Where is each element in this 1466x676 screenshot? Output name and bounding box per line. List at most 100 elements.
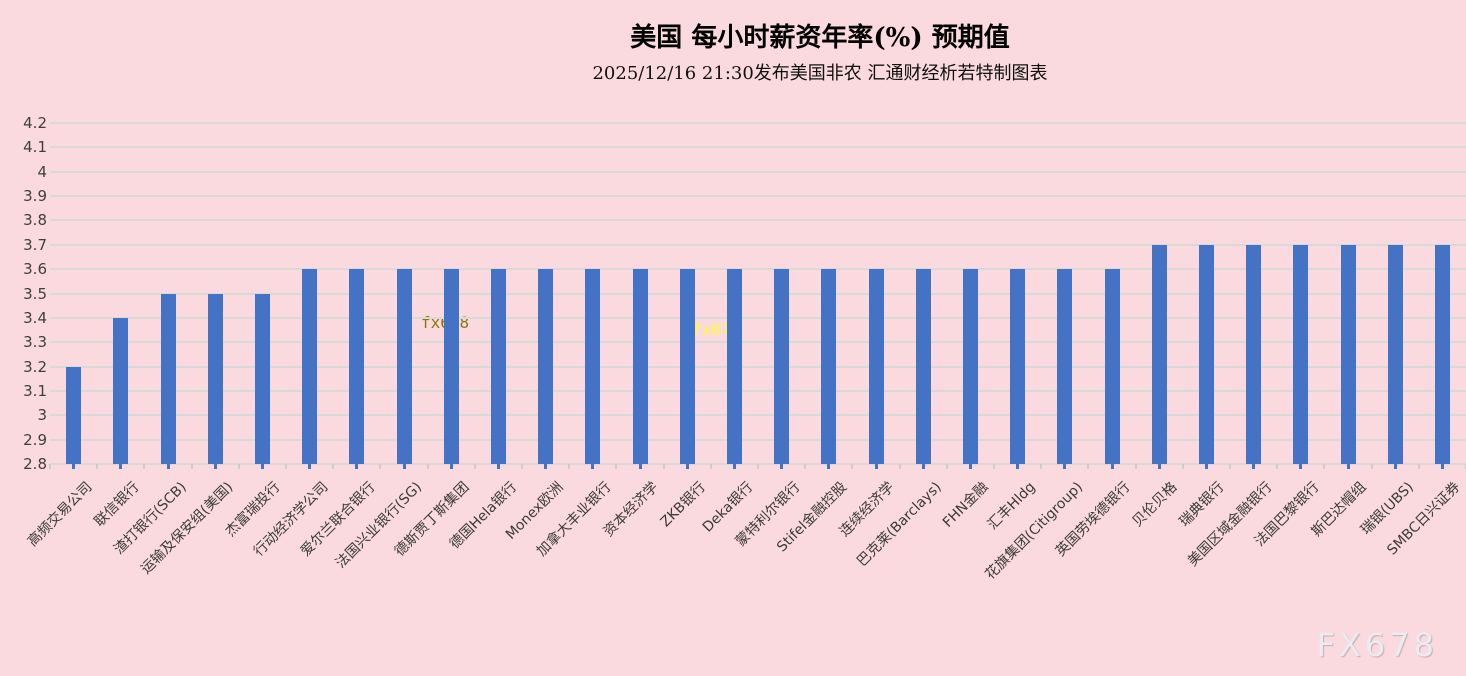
bar-base-notch — [1157, 464, 1161, 469]
bar-base-notch — [1440, 464, 1444, 469]
bar-base-notch — [355, 464, 359, 469]
bar-base-notch — [119, 464, 123, 469]
y-tick-label: 3.4 — [23, 308, 47, 327]
bar — [774, 269, 790, 464]
bar — [1104, 269, 1120, 464]
bar-base-notch — [874, 464, 878, 469]
x-axis-tick — [521, 464, 523, 469]
bar-base-notch — [968, 464, 972, 469]
bar — [726, 269, 742, 464]
x-category-label: 贝伦贝格 — [1129, 479, 1181, 531]
bar — [1340, 244, 1356, 464]
x-axis-tick — [1417, 464, 1420, 469]
x-axis-tick — [1229, 464, 1231, 469]
bar-base-notch — [72, 464, 76, 469]
x-axis-tick — [1134, 464, 1137, 469]
x-axis-tick — [1323, 464, 1326, 469]
x-axis-tick — [1276, 464, 1279, 469]
bar-base-notch — [449, 464, 453, 469]
bar-base-notch — [591, 464, 595, 469]
bar — [915, 269, 931, 464]
bar — [254, 293, 270, 464]
x-axis-tick — [993, 464, 995, 469]
x-axis-tick — [898, 464, 901, 469]
y-tick-label: 3.6 — [23, 260, 47, 279]
gridline — [50, 341, 1466, 344]
bar-base-notch — [166, 464, 170, 469]
gridline — [50, 438, 1466, 441]
bar-base-notch — [213, 464, 217, 469]
bar-base-notch — [1016, 464, 1020, 469]
bar-base-notch — [780, 464, 784, 469]
y-tick-label: 3.9 — [23, 187, 47, 206]
bar — [349, 269, 365, 464]
y-tick-label: 4 — [37, 162, 47, 181]
gridline — [50, 414, 1466, 417]
bar-base-notch — [921, 464, 925, 469]
gridline — [50, 195, 1466, 198]
y-tick-label: 3.2 — [23, 357, 47, 376]
x-axis-tick — [96, 464, 99, 469]
bar-base-notch — [496, 464, 500, 469]
gridline — [50, 292, 1466, 295]
bar — [1057, 269, 1073, 464]
bar-base-notch — [732, 464, 736, 469]
x-axis-tick — [662, 464, 665, 469]
x-axis-tick — [945, 464, 948, 469]
x-category-label: 高频交易公司 — [24, 479, 96, 550]
bar — [538, 269, 554, 464]
gridline — [50, 219, 1466, 222]
x-axis-tick — [804, 464, 807, 469]
gridline — [50, 316, 1466, 319]
bar — [1434, 244, 1450, 464]
x-axis-tick — [49, 464, 51, 469]
bar — [207, 293, 223, 464]
bar-base-notch — [1204, 464, 1208, 469]
bar — [66, 366, 82, 464]
gridline — [50, 268, 1466, 271]
x-axis-tick — [757, 464, 759, 469]
bar — [632, 269, 648, 464]
bar-base-notch — [1063, 464, 1067, 469]
bar — [585, 269, 601, 464]
x-axis-tick — [1370, 464, 1373, 469]
watermark-fx678-corner: FX678 — [1316, 626, 1438, 664]
gridline — [50, 243, 1466, 246]
y-tick-label: 3.5 — [23, 284, 47, 303]
bar-base-notch — [1252, 464, 1256, 469]
y-tick-label: 4.1 — [23, 138, 47, 157]
bar-base-notch — [1393, 464, 1397, 469]
y-tick-label: 4.2 — [23, 114, 47, 132]
x-axis-tick — [426, 464, 429, 469]
bar — [821, 269, 837, 464]
bar — [1010, 269, 1026, 464]
bar-base-notch — [1110, 464, 1114, 469]
bar-base-notch — [260, 464, 264, 469]
bar-base-notch — [638, 464, 642, 469]
bar-base-notch — [544, 464, 548, 469]
bar — [396, 269, 412, 464]
bar — [490, 269, 506, 464]
bar-base-notch — [402, 464, 406, 469]
bar — [113, 317, 129, 464]
y-tick-label: 3.7 — [23, 235, 47, 254]
bar — [868, 269, 884, 464]
bar-base-notch — [1346, 464, 1350, 469]
x-axis-tick — [473, 464, 476, 469]
x-axis-tick — [332, 464, 335, 469]
x-axis-tick — [568, 464, 571, 469]
x-axis-tick — [709, 464, 712, 469]
bar — [679, 269, 695, 464]
gridline — [50, 389, 1466, 392]
x-axis-tick — [851, 464, 854, 469]
y-tick-label: 2.8 — [23, 455, 47, 473]
x-axis-tick — [1087, 464, 1090, 469]
bar-base-notch — [685, 464, 689, 469]
bar-base-notch — [308, 464, 312, 469]
y-tick-label: 2.9 — [23, 430, 47, 449]
bar — [302, 269, 318, 464]
x-axis-tick — [143, 464, 146, 469]
bar-base-notch — [1299, 464, 1303, 469]
bar — [1198, 244, 1214, 464]
x-category-label: FHN金融 — [940, 479, 992, 531]
